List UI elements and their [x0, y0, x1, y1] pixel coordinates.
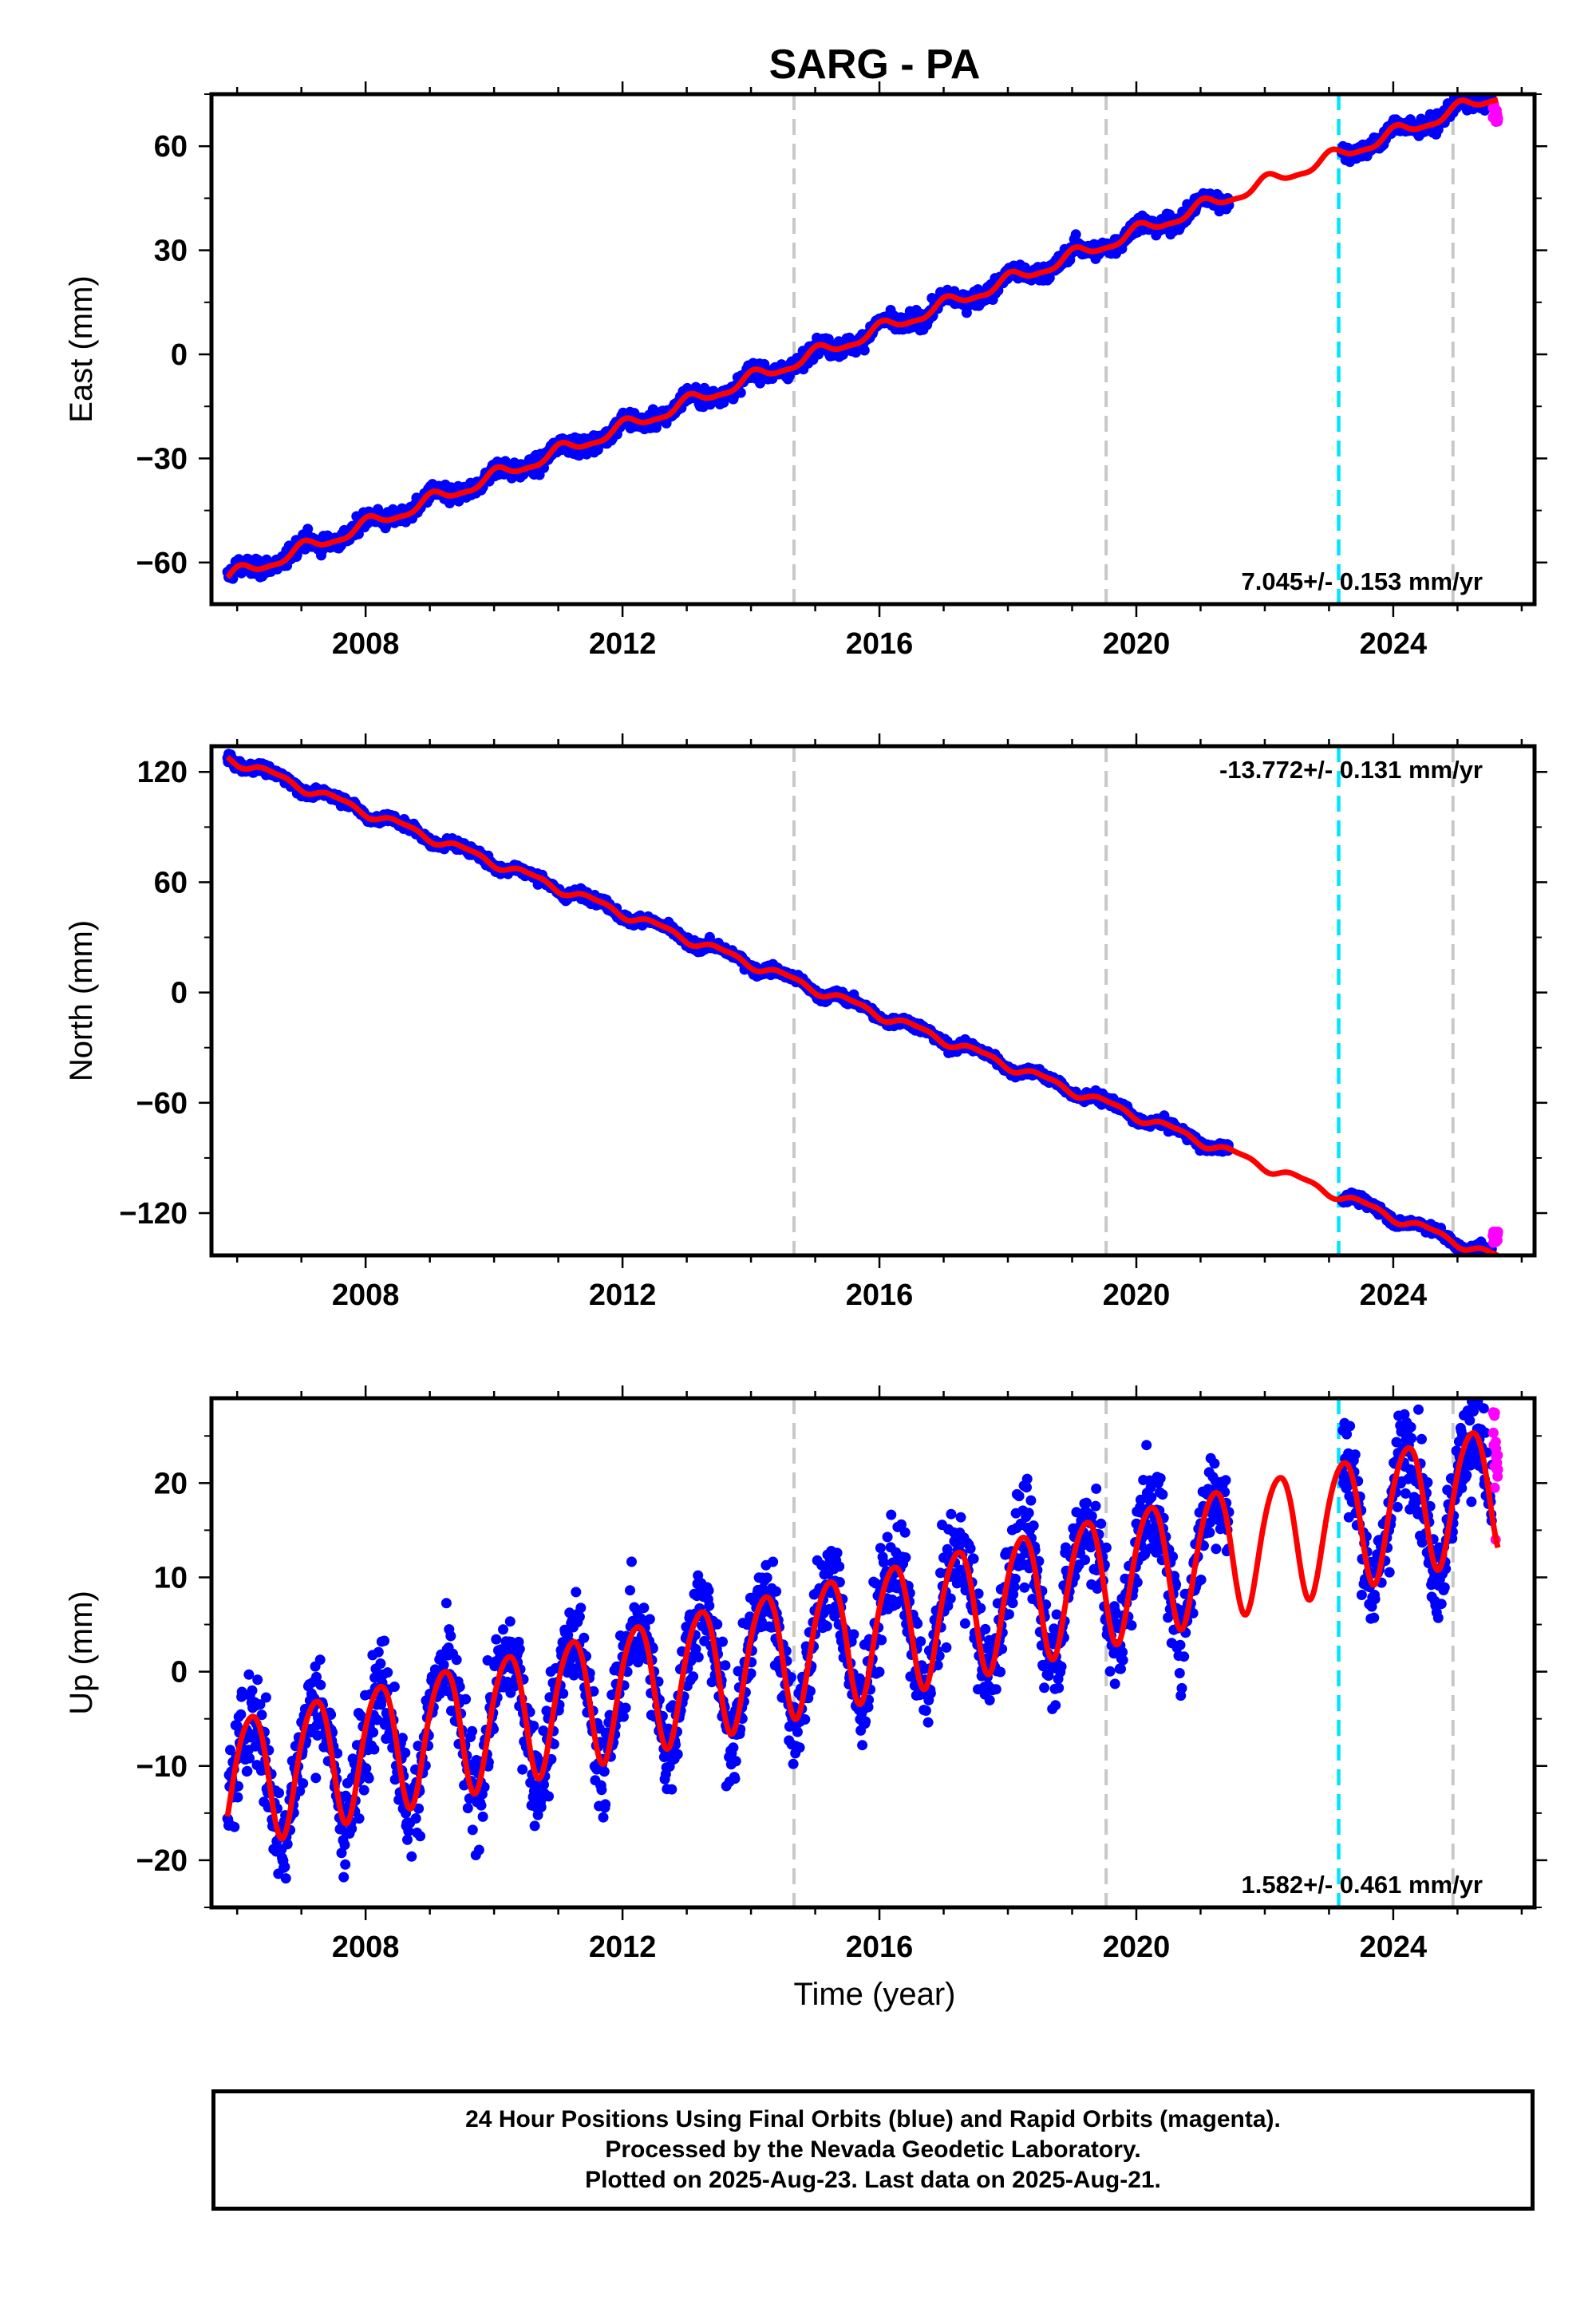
x-tick-label: 2008 — [332, 1279, 400, 1312]
data-point — [1070, 229, 1081, 240]
data-point — [314, 1654, 326, 1666]
data-point — [382, 1667, 393, 1678]
east-panel: 2008 2012 2016 2020 2024 −60 −30 0 30 60 East (mm)… — [64, 81, 1547, 661]
data-point — [279, 1861, 290, 1872]
y-tick-label: 0 — [171, 338, 188, 372]
data-point — [358, 1784, 369, 1796]
y-tick-label: 60 — [154, 866, 188, 899]
y-tick-label: −60 — [136, 1087, 188, 1120]
plot-frame — [209, 92, 1537, 607]
velocity-estimate-label: 7.045+/- 0.153 mm/yr — [1242, 567, 1483, 595]
y-tick-label: −10 — [136, 1750, 188, 1784]
data-point — [379, 1635, 390, 1646]
data-point — [339, 1840, 350, 1851]
y-tick-label: −120 — [119, 1197, 188, 1231]
x-tick-label: 2016 — [846, 627, 914, 661]
x-tick-label: 2024 — [1360, 627, 1428, 661]
data-point — [363, 1773, 374, 1784]
x-tick-label: 2008 — [332, 1931, 400, 1964]
x-tick-label: 2020 — [1103, 627, 1171, 661]
y-tick-label: −30 — [136, 442, 188, 476]
data-point — [252, 1674, 263, 1686]
x-tick-label: 2012 — [589, 627, 657, 661]
y-tick-label: 20 — [154, 1467, 188, 1500]
data-point — [315, 1679, 326, 1690]
rapid-data-point — [1491, 109, 1502, 120]
data-point — [375, 1658, 386, 1669]
x-tick-label: 2012 — [589, 1279, 657, 1312]
data-point — [718, 397, 729, 408]
data-point — [373, 1646, 384, 1658]
data-point — [400, 1747, 411, 1758]
y-tick-label: −20 — [136, 1844, 188, 1878]
data-point — [247, 1685, 258, 1696]
data-point — [280, 1873, 291, 1884]
data-point — [354, 1813, 365, 1824]
data-point — [410, 1813, 421, 1824]
x-tick-label: 2024 — [1360, 1931, 1428, 1964]
y-axis-label: Up (mm) — [64, 1591, 99, 1715]
x-tick-label: 2020 — [1103, 1931, 1171, 1964]
y-tick-label: 10 — [154, 1561, 188, 1595]
data-point — [1044, 272, 1055, 283]
x-tick-label: 2016 — [846, 1931, 914, 1964]
data-point — [243, 1669, 255, 1680]
data-point — [302, 524, 314, 535]
model-fit-line — [225, 754, 1500, 1255]
data-point — [298, 1778, 309, 1789]
rapid-data-point — [1488, 1237, 1499, 1248]
data-point — [310, 1773, 322, 1784]
y-tick-label: 30 — [154, 235, 188, 268]
x-tick-label: 2020 — [1103, 1279, 1171, 1312]
data-point — [415, 1831, 426, 1842]
data-point — [274, 1788, 284, 1799]
data-point — [340, 1859, 351, 1870]
rapid-orbit-points — [1487, 1227, 1503, 1248]
data-point — [338, 1871, 350, 1883]
north-panel: 2008 2012 2016 2020 2024 −120 −60 0 60 120 North (… — [64, 733, 1547, 1312]
y-tick-label: 120 — [137, 756, 188, 789]
x-tick-label: 2008 — [332, 627, 400, 661]
y-tick-label: 60 — [154, 130, 188, 164]
y-axis-label: East (mm) — [64, 275, 99, 422]
data-point — [232, 1792, 243, 1803]
chart-title: SARG - PA — [769, 41, 981, 88]
data-point — [369, 1744, 380, 1755]
model-fit-line — [225, 97, 1500, 579]
data-point — [260, 1692, 271, 1703]
y-tick-label: 0 — [171, 977, 188, 1010]
x-tick-label: 2012 — [589, 1931, 657, 1964]
x-tick-label: 2024 — [1360, 1279, 1428, 1312]
data-point — [229, 1821, 240, 1832]
data-point — [368, 1727, 379, 1738]
data-point — [242, 1765, 253, 1777]
data-point — [735, 387, 746, 398]
data-point — [406, 1851, 417, 1862]
y-tick-label: −60 — [136, 547, 188, 580]
data-point — [859, 345, 870, 356]
y-axis-label: North (mm) — [64, 920, 99, 1081]
y-tick-label: 0 — [171, 1656, 188, 1690]
velocity-estimate-label: -13.772+/- 0.131 mm/yr — [1219, 756, 1483, 784]
data-point — [389, 1682, 400, 1692]
x-tick-label: 2016 — [846, 1279, 914, 1312]
data-point — [235, 1709, 247, 1720]
